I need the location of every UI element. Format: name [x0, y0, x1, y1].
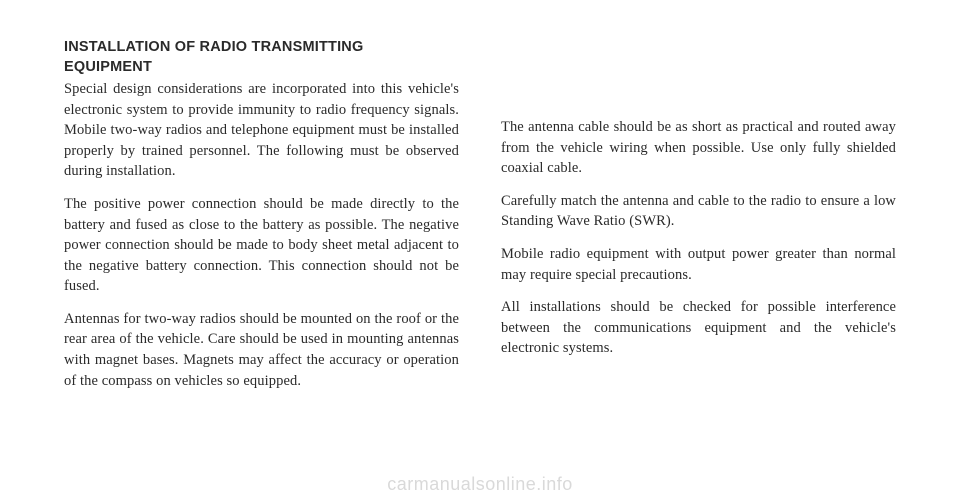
left-column: Special design considerations are incorp…: [64, 79, 459, 403]
right-column: The antenna cable should be as short as …: [501, 79, 896, 403]
right-paragraph-2: Carefully match the antenna and cable to…: [501, 191, 896, 232]
heading-line-2: EQUIPMENT: [64, 58, 896, 78]
right-column-spacer: [501, 79, 896, 117]
watermark: carmanualsonline.info: [387, 474, 573, 495]
content-columns: Special design considerations are incorp…: [64, 79, 896, 403]
left-paragraph-2: The positive power connection should be …: [64, 194, 459, 297]
right-paragraph-4: All installations should be checked for …: [501, 297, 896, 359]
heading-line-1: INSTALLATION OF RADIO TRANSMITTING: [64, 38, 896, 58]
right-paragraph-1: The antenna cable should be as short as …: [501, 117, 896, 179]
right-paragraph-3: Mobile radio equipment with output power…: [501, 244, 896, 285]
left-paragraph-3: Antennas for two-way radios should be mo…: [64, 309, 459, 391]
left-paragraph-1: Special design considerations are incorp…: [64, 79, 459, 182]
